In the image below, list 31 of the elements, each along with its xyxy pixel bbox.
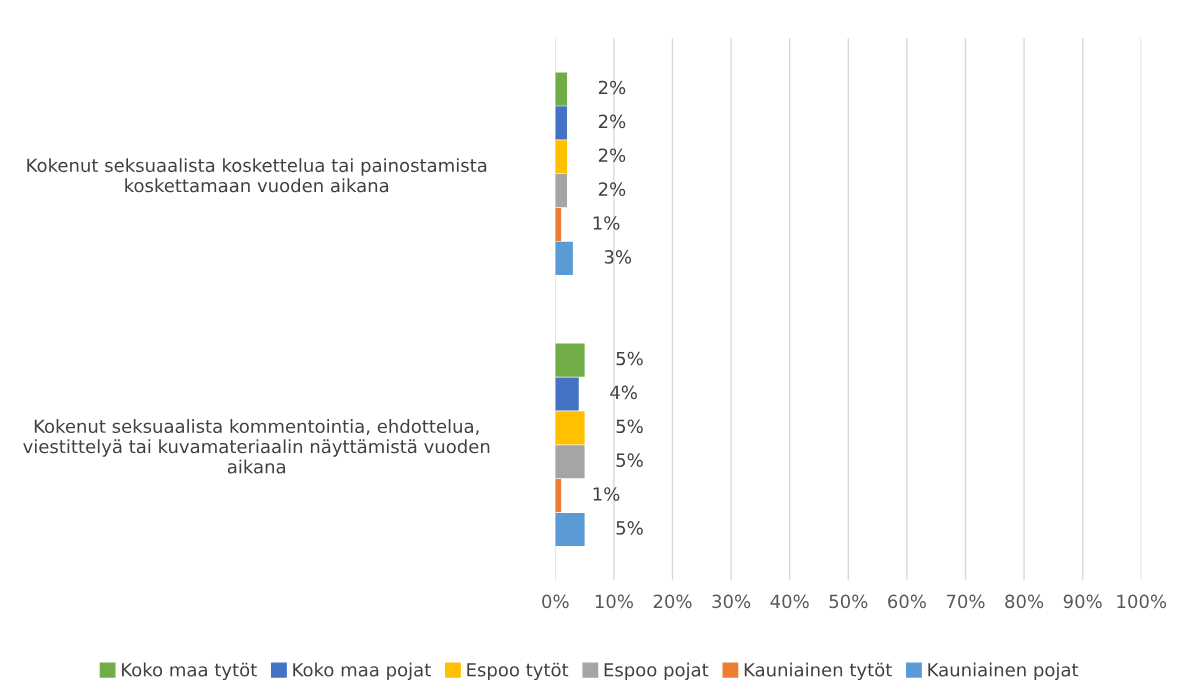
data-label: 2%	[598, 114, 626, 129]
legend-label: Koko maa tytöt	[122, 662, 257, 681]
data-label: 2%	[598, 80, 626, 95]
x-tick-label: 60%	[888, 594, 926, 609]
data-label: 5%	[616, 521, 643, 535]
x-tick-label: 0%	[542, 594, 569, 609]
legend-label: Kauniainen tytöt	[744, 662, 892, 681]
data-label: 5%	[616, 351, 643, 366]
x-tick-label: 40%	[770, 594, 809, 609]
x-tick-label: 80%	[1005, 594, 1044, 609]
x-tick-label: 50%	[829, 594, 868, 609]
data-label: 3%	[604, 250, 632, 264]
x-tick-label: 70%	[946, 594, 985, 609]
x-tick-label: 10%	[595, 594, 633, 609]
data-label: 1%	[593, 487, 620, 501]
data-label: 2%	[598, 148, 626, 163]
legend-label: Koko maa pojat	[293, 662, 431, 681]
x-tick-label: 20%	[653, 594, 692, 609]
y-tick-label: Kokenut seksuaalista koskettelua tai painostamista koskettamaan vuoden aikana	[27, 158, 487, 193]
legend-label: Espoo pojat	[604, 662, 709, 681]
data-label: 1%	[593, 216, 620, 230]
data-label: 4%	[610, 385, 637, 400]
data-label: 5%	[616, 419, 643, 434]
y-tick-label: Kokenut seksuaalista kommentointia, ehdottelua, viestittelyä tai kuvamateriaalin näyttämistä vuoden aikana	[23, 419, 490, 474]
x-tick-label: 30%	[712, 594, 751, 609]
legend-label: Espoo tytöt	[467, 662, 569, 681]
x-tick-label: 100%	[1117, 594, 1167, 609]
legend-label: Kauniainen pojat	[928, 662, 1079, 681]
data-label: 2%	[598, 182, 626, 196]
data-label: 5%	[616, 453, 643, 467]
x-tick-label: 90%	[1063, 594, 1102, 609]
